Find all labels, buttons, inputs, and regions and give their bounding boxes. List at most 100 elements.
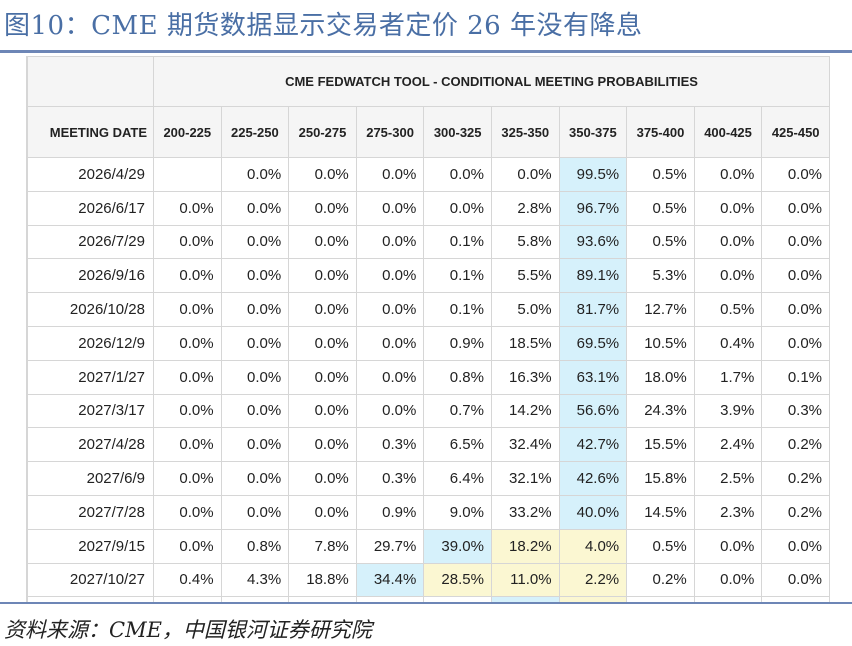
rate-range-header: 275-300: [355, 106, 425, 158]
probability-cell: 42.6%: [558, 461, 628, 496]
probability-cell: 4.3%: [220, 562, 290, 598]
probability-cell: 0.0%: [220, 325, 290, 361]
rate-range-header: 200-225: [153, 106, 222, 158]
probability-cell: 0.7%: [423, 393, 492, 429]
probability-cell: 0.0%: [761, 157, 829, 192]
probability-cell: 0.0%: [761, 528, 829, 564]
probability-cell: 0.0%: [153, 258, 222, 294]
probability-cell: 28.5%: [423, 562, 492, 598]
probability-cell: 6.5%: [423, 427, 492, 463]
meeting-date-cell: 2026/9/16: [27, 258, 154, 294]
probability-cell: 2.8%: [490, 190, 560, 226]
meeting-date-cell: 2027/1/27: [27, 359, 154, 395]
probability-cell: 96.7%: [558, 190, 628, 226]
probability-cell: 5.8%: [490, 224, 560, 260]
probability-cell: 0.0%: [761, 258, 829, 294]
probability-cell: 42.7%: [558, 427, 628, 463]
meeting-date-cell: 2026/12/9: [27, 325, 154, 361]
probability-cell: 24.3%: [626, 393, 695, 429]
probability-cell: 0.9%: [423, 325, 492, 361]
probability-cell: 0.2%: [761, 427, 829, 463]
probability-cell: 0.0%: [355, 292, 425, 327]
probability-cell: 0.3%: [355, 461, 425, 496]
probability-cell: 0.0%: [220, 157, 290, 192]
probability-cell: 0.0%: [153, 494, 222, 530]
meeting-date-cell: [27, 596, 154, 602]
table-row: 2027/10/27 0.4% 4.3% 18.8% 34.4% 28.5% 11.0% 2.…: [27, 562, 829, 598]
probability-cell: 0.0%: [693, 157, 763, 192]
table-row: 2026/12/9 0.0% 0.0% 0.0% 0.0% 0.9% 18.5% 69.5% 1…: [27, 325, 829, 361]
probability-cell: 99.5%: [558, 157, 628, 192]
probability-cell: 0.0%: [693, 258, 763, 294]
probability-cell: 0.0%: [288, 359, 357, 395]
probability-cell: 14.2%: [490, 393, 560, 429]
probability-cell: 0.8%: [220, 528, 290, 564]
probability-cell: 93.6%: [558, 224, 628, 260]
probability-cell: 0.0%: [153, 461, 222, 496]
probability-cell: 0.0%: [355, 258, 425, 294]
meeting-date-cell: 2026/4/29: [27, 157, 154, 192]
table-row: 2026/9/16 0.0% 0.0% 0.0% 0.0% 0.1% 5.5% 89.1% 5.…: [27, 258, 829, 294]
table-row: 2027/6/9 0.0% 0.0% 0.0% 0.3% 6.4% 32.1% 42.6% 15…: [27, 461, 829, 496]
probability-cell: 29.7%: [355, 528, 425, 564]
probability-cell: 81.7%: [558, 292, 628, 327]
probability-cell: 0.0%: [761, 562, 829, 598]
table-row: 2026/10/28 0.0% 0.0% 0.0% 0.0% 0.1% 5.0% 81.7% 1…: [27, 292, 829, 327]
probability-cell: 0.5%: [626, 190, 695, 226]
probability-cell: 0.0%: [761, 325, 829, 361]
probability-cell: 0.0%: [220, 494, 290, 530]
probability-cell: 0.4%: [153, 562, 222, 598]
table-row: [27, 596, 829, 602]
table-title: CME FEDWATCH TOOL - CONDITIONAL MEETING …: [152, 56, 829, 107]
probability-cell: 0.0%: [220, 461, 290, 496]
probability-cell: 2.2%: [558, 562, 628, 598]
rate-range-header: 225-250: [220, 106, 290, 158]
meeting-date-cell: 2026/6/17: [27, 190, 154, 226]
probability-cell: 0.1%: [423, 224, 492, 260]
probability-cell: 0.0%: [355, 393, 425, 429]
probability-cell: 32.1%: [490, 461, 560, 496]
bottom-rule: [0, 602, 852, 604]
probability-cell: 3.9%: [693, 393, 763, 429]
rate-range-header: 375-400: [626, 106, 695, 158]
probability-cell: 34.4%: [355, 562, 425, 598]
probability-cell: 7.8%: [288, 528, 357, 564]
probability-cell: 0.5%: [626, 528, 695, 564]
rate-range-header: 350-375: [558, 106, 628, 158]
table-row: 2027/3/17 0.0% 0.0% 0.0% 0.0% 0.7% 14.2% 56.6% 2…: [27, 393, 829, 429]
meeting-date-cell: 2026/7/29: [27, 224, 154, 260]
probability-cell: 18.8%: [288, 562, 357, 598]
probability-cell: 0.0%: [220, 393, 290, 429]
meeting-date-cell: 2027/7/28: [27, 494, 154, 530]
probability-cell: 15.8%: [626, 461, 695, 496]
probability-cell: 0.3%: [761, 393, 829, 429]
meeting-date-header: MEETING DATE: [27, 106, 154, 158]
probability-cell: 0.5%: [693, 292, 763, 327]
probability-cell: 1.7%: [693, 359, 763, 395]
meeting-date-cell: 2027/9/15: [27, 528, 154, 564]
rate-range-header: 250-275: [288, 106, 357, 158]
probability-cell: 0.0%: [423, 157, 492, 192]
probabilities-table: CME FEDWATCH TOOL - CONDITIONAL MEETING …: [27, 56, 829, 602]
probability-cell: 0.0%: [220, 224, 290, 260]
probability-cell: 18.5%: [490, 325, 560, 361]
probability-cell: 0.0%: [693, 190, 763, 226]
probability-cell: 0.0%: [220, 427, 290, 463]
probability-cell: [761, 596, 829, 602]
probability-cell: 0.0%: [355, 190, 425, 226]
probability-cell: 12.7%: [626, 292, 695, 327]
probability-cell: 15.5%: [626, 427, 695, 463]
rate-range-header: 400-425: [693, 106, 763, 158]
probability-cell: 0.0%: [355, 157, 425, 192]
table-title-row: CME FEDWATCH TOOL - CONDITIONAL MEETING …: [27, 56, 829, 107]
probability-cell: 0.0%: [153, 393, 222, 429]
probability-cell: 18.2%: [490, 528, 560, 564]
probability-cell: 0.0%: [761, 292, 829, 327]
probability-cell: 0.0%: [761, 224, 829, 260]
probability-cell: 0.0%: [288, 393, 357, 429]
probability-cell: 10.5%: [626, 325, 695, 361]
probability-cell: 0.0%: [153, 292, 222, 327]
table-frame: CME FEDWATCH TOOL - CONDITIONAL MEETING …: [26, 56, 830, 602]
rate-range-header: 300-325: [423, 106, 492, 158]
table-row: 2027/7/28 0.0% 0.0% 0.0% 0.9% 9.0% 33.2% 40.0% 1…: [27, 494, 829, 530]
